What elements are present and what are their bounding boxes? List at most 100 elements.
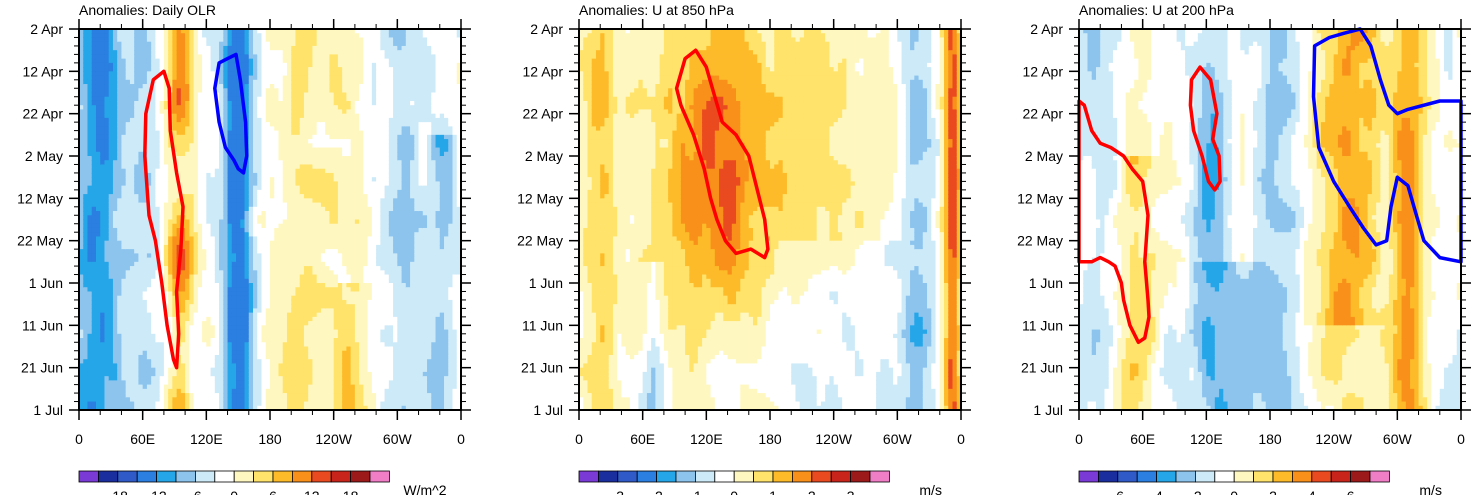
colorbar-swatch [351,471,370,482]
y-tick-label: 22 Apr [523,106,564,122]
y-tick-label: 1 Jun [29,275,63,291]
colorbar-swatch [715,471,734,482]
colorbar-swatch [851,471,870,482]
field-shading [79,29,462,411]
x-tick-label: 60E [1130,431,1155,447]
colorbar-swatch [1234,471,1253,482]
colorbar-label: 2 [808,488,816,495]
field-shading [579,29,962,411]
colorbar-swatch [79,471,98,482]
colorbar-label: -3 [612,488,625,495]
y-tick-label: 22 May [517,233,563,249]
y-tick-label: 21 Jun [21,360,63,376]
x-tick-label: 120E [1190,431,1223,447]
colorbar-swatch [1351,471,1370,482]
chart-panel-3: Anomalies: U at 200 hPa 2 Apr 12 Apr 22 Apr… [1017,2,1471,495]
x-tick-label: 120E [190,431,223,447]
y-tick-label: 22 Apr [1023,106,1064,122]
colorbar-swatch [370,471,389,482]
x-tick-label: 60E [130,431,155,447]
colorbar-swatch [1312,471,1331,482]
colorbar-swatch [695,471,714,482]
colorbar-label: 12 [304,488,320,495]
colorbar-swatch [234,471,253,482]
y-tick-label: 21 Jun [1021,360,1063,376]
y-tick-label: 2 May [1025,148,1063,164]
y-tick-label: 1 Jul [33,402,63,418]
x-tick-label: 0 [1457,431,1465,447]
x-tick-label: 60W [383,431,413,447]
x-tick-label: 180 [1258,431,1282,447]
chart-title: Anomalies: Daily OLR [79,2,216,18]
colorbar-label: 3 [847,488,855,495]
y-tick-label: 2 May [25,148,63,164]
colorbar-swatch [754,471,773,482]
colorbar-swatch [1215,471,1234,482]
x-tick-label: 120W [1315,431,1352,447]
y-tick-label: 21 Jun [521,360,563,376]
colorbar-swatch [137,471,156,482]
y-tick-label: 11 Jun [22,317,63,333]
colorbar-swatch [1079,471,1098,482]
x-tick-label: 0 [75,431,83,447]
y-tick-label: 11 Jun [1022,317,1063,333]
colorbar-label: 18 [343,488,359,495]
colorbar-swatch [331,471,350,482]
y-tick-label: 12 May [517,190,563,206]
colorbar-swatch [1292,471,1311,482]
colorbar-swatch [1157,471,1176,482]
colorbar-label: -6 [1112,488,1125,495]
y-tick-label: 1 Jul [1033,402,1063,418]
colorbar: -6-4-20246m/s [1079,471,1442,495]
colorbar-swatch [195,471,214,482]
colorbar-units: m/s [919,482,942,495]
colorbar-label: 6 [1347,488,1355,495]
x-tick-label: 60W [1383,431,1413,447]
colorbar-label: 1 [769,488,777,495]
colorbar-swatch [254,471,273,482]
y-tick-label: 12 Apr [1023,63,1064,79]
colorbar-swatch [292,471,311,482]
y-tick-label: 22 May [17,233,63,249]
colorbar-swatch [98,471,117,482]
colorbar-swatch [1254,471,1273,482]
y-tick-label: 2 May [525,148,563,164]
chart-title: Anomalies: U at 200 hPa [1079,2,1234,18]
colorbar-units: m/s [1419,482,1442,495]
colorbar-label: -2 [1189,488,1202,495]
x-tick-label: 0 [457,431,465,447]
y-tick-label: 22 Apr [23,106,64,122]
colorbar: -3-2-10123m/s [579,471,942,495]
colorbar-swatch [176,471,195,482]
colorbar-swatch [215,471,234,482]
colorbar-label: 6 [269,488,277,495]
x-tick-label: 180 [258,431,282,447]
y-tick-label: 2 Apr [530,21,563,37]
colorbar-swatch [1370,471,1389,482]
y-tick-label: 2 Apr [1030,21,1063,37]
y-tick-label: 11 Jun [522,317,563,333]
colorbar-label: -6 [189,488,202,495]
colorbar-swatch [1273,471,1292,482]
colorbar-swatch [618,471,637,482]
colorbar-swatch [812,471,831,482]
colorbar-swatch [1331,471,1350,482]
colorbar-swatch [831,471,850,482]
x-tick-label: 180 [758,431,782,447]
colorbar-label: -12 [146,488,166,495]
colorbar-label: -18 [108,488,128,495]
x-tick-label: 0 [1075,431,1083,447]
x-tick-label: 60W [883,431,913,447]
y-tick-label: 2 Apr [30,21,63,37]
y-tick-label: 22 May [1017,233,1063,249]
colorbar-swatch [157,471,176,482]
colorbar-swatch [1098,471,1117,482]
colorbar-label: 4 [1308,488,1316,495]
colorbar-swatch [312,471,331,482]
colorbar-label: -4 [1150,488,1163,495]
colorbar-swatch [273,471,292,482]
colorbar-label: 2 [1269,488,1277,495]
x-tick-label: 0 [575,431,583,447]
y-tick-label: 1 Jul [533,402,563,418]
